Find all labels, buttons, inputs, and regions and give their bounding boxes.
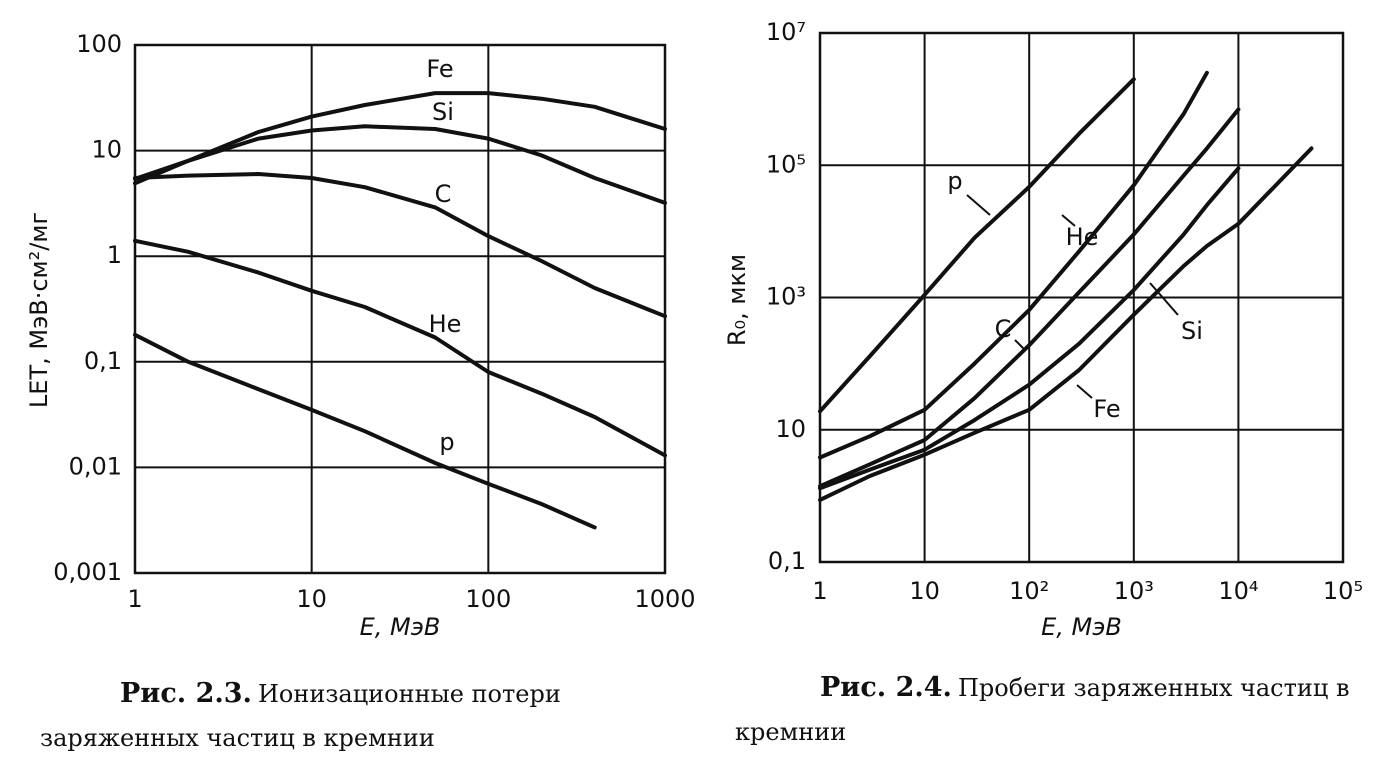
series-label: He <box>1066 223 1099 251</box>
y-tick-label: 1 <box>107 241 122 269</box>
y-tick-label: 0,1 <box>84 347 122 375</box>
label-leader <box>1014 339 1026 351</box>
series-line <box>818 146 1314 502</box>
x-axis-label: E, МэВ <box>1041 613 1122 641</box>
series-label: Si <box>432 98 454 126</box>
caption-number: Рис. 2.4. <box>820 672 952 703</box>
series-line <box>818 166 1241 491</box>
series-label: Fe <box>1093 395 1120 423</box>
series-label: p <box>947 167 962 195</box>
series-label: He <box>429 310 462 338</box>
y-axis-label: R₀, мкм <box>723 254 751 346</box>
x-tick-label: 1000 <box>634 585 695 613</box>
series-line <box>133 172 667 319</box>
x-tick-label: 10⁵ <box>1323 577 1363 605</box>
y-tick-label: 0,1 <box>768 547 806 575</box>
caption-number: Рис. 2.3. <box>120 678 252 709</box>
x-tick-label: 1 <box>127 585 142 613</box>
label-leader <box>1149 282 1179 316</box>
label-leader <box>1076 384 1093 399</box>
x-tick-label: 10 <box>909 577 940 605</box>
series-line <box>133 238 667 458</box>
caption-text: Ионизационные потери заряженных частиц в… <box>40 680 561 752</box>
series-line <box>133 91 667 186</box>
label-leader <box>1061 214 1076 227</box>
label-leader <box>966 194 991 216</box>
x-tick-label: 10⁴ <box>1218 577 1258 605</box>
series-label: C <box>995 315 1012 343</box>
y-tick-label: 100 <box>76 30 122 58</box>
caption-2: Рис. 2.4. Пробеги заряженных частиц в кре… <box>735 666 1355 754</box>
series-label: p <box>439 428 454 456</box>
series-line <box>133 124 667 205</box>
x-tick-label: 10² <box>1009 577 1049 605</box>
x-tick-label: 10 <box>296 585 327 613</box>
series-label: C <box>435 180 452 208</box>
x-axis-label: E, МэВ <box>360 613 441 641</box>
series-line <box>818 77 1136 414</box>
y-tick-label: 10 <box>775 415 806 443</box>
y-tick-label: 10 <box>91 136 122 164</box>
caption-1: Рис. 2.3. Ионизационные потери заряженных… <box>40 672 700 760</box>
x-tick-label: 10³ <box>1114 577 1154 605</box>
y-tick-label: 10³ <box>766 283 806 311</box>
series-line <box>818 70 1209 460</box>
series-line <box>133 332 597 530</box>
series-line <box>818 107 1241 489</box>
y-axis-label: LET, МэВ·см²/мг <box>25 212 53 408</box>
y-tick-label: 0,01 <box>69 452 122 480</box>
x-tick-label: 1 <box>812 577 827 605</box>
y-tick-label: 0,001 <box>53 558 122 586</box>
caption-text: Пробеги заряженных частиц в кремнии <box>735 674 1350 746</box>
series-label: Si <box>1181 317 1203 345</box>
y-tick-label: 10⁵ <box>766 150 806 178</box>
plot-frame <box>133 43 667 575</box>
y-tick-label: 10⁷ <box>766 18 806 46</box>
x-tick-label: 100 <box>465 585 511 613</box>
series-label: Fe <box>426 55 453 83</box>
